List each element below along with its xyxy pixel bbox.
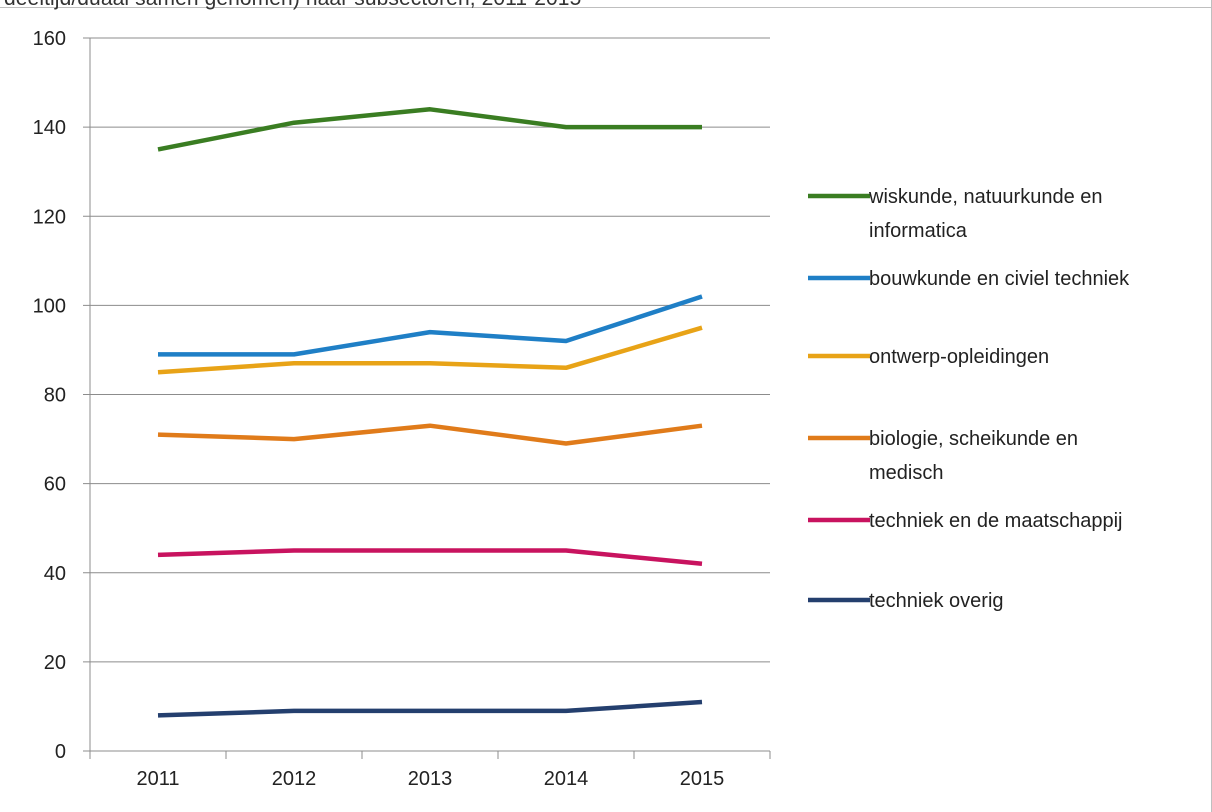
axes <box>83 37 771 759</box>
series-line <box>157 325 703 375</box>
series-line <box>157 107 702 152</box>
tick-labels: 0 20 40 60 80 100 120 140 160 2011 2012 2013 2014 201… <box>33 28 725 790</box>
y-tick-label: 160 <box>33 28 66 50</box>
x-tick-label: 2013 <box>408 768 453 790</box>
y-tick-label: 100 <box>33 295 66 317</box>
y-tick-label: 40 <box>44 563 66 585</box>
series-line <box>158 294 703 357</box>
legend-label: techniek en de maatschappij <box>869 510 1123 532</box>
x-tick-label: 2015 <box>680 768 725 790</box>
chart-title: deeltijd/duaal samen genomen) naar subse… <box>4 0 581 11</box>
y-tick-label: 80 <box>44 385 66 407</box>
series-line <box>157 699 703 718</box>
x-tick-label: 2014 <box>544 768 589 790</box>
x-tick-label: 2011 <box>136 768 179 790</box>
legend-label: wiskunde, natuurkunde en <box>868 186 1103 208</box>
y-tick-label: 120 <box>33 206 66 228</box>
legend-label: medisch <box>869 462 943 484</box>
grid-lines <box>90 37 770 663</box>
y-tick-label: 60 <box>44 474 66 496</box>
legend-label: ontwerp-opleidingen <box>869 346 1049 368</box>
series-lines <box>157 107 703 718</box>
legend: wiskunde, natuurkunde en informatica bouwk… <box>808 186 1130 612</box>
series-line <box>157 423 703 446</box>
legend-label: biologie, scheikunde en <box>869 428 1078 450</box>
series-line <box>157 548 703 567</box>
y-tick-label: 0 <box>55 741 66 763</box>
legend-label: techniek overig <box>869 590 1004 612</box>
y-tick-label: 20 <box>44 652 66 674</box>
legend-label: bouwkunde en civiel techniek <box>869 268 1130 290</box>
legend-label: informatica <box>869 220 968 242</box>
frame-top-border <box>0 7 1212 8</box>
x-tick-label: 2012 <box>272 768 317 790</box>
y-tick-label: 140 <box>33 117 66 139</box>
